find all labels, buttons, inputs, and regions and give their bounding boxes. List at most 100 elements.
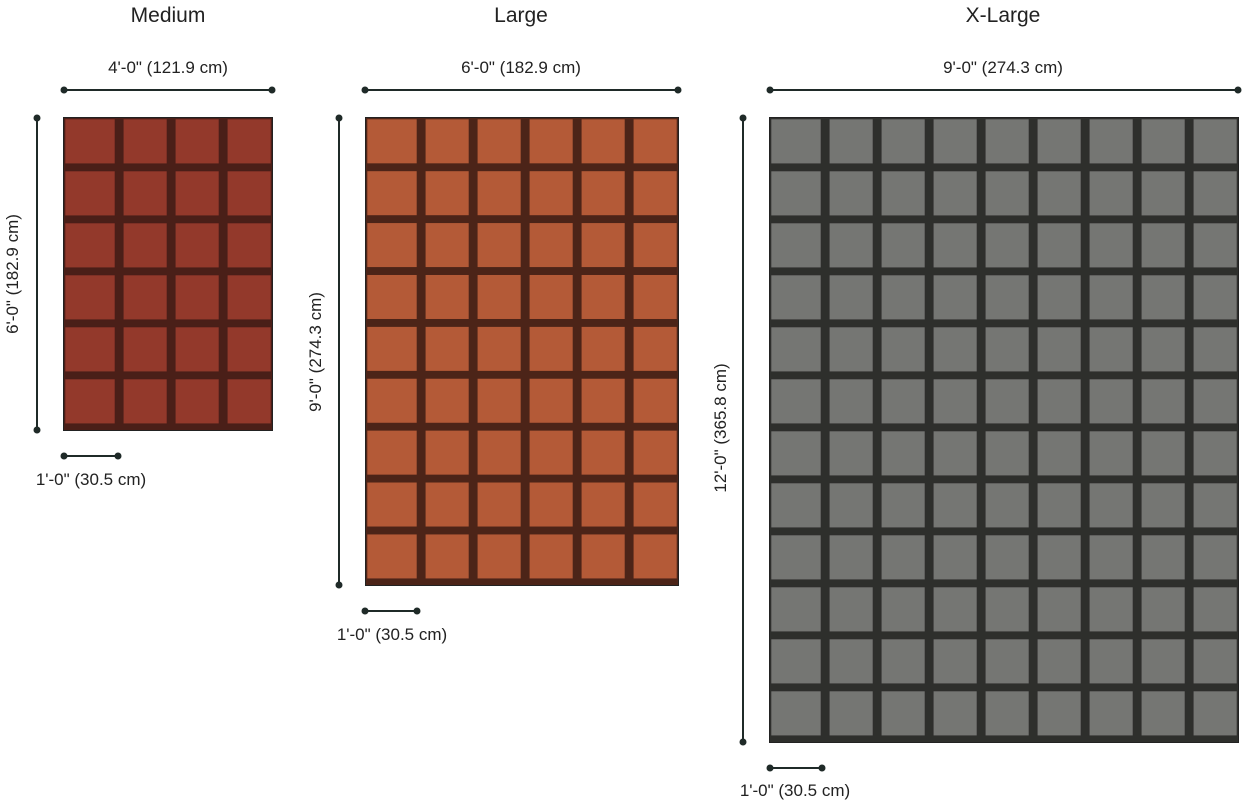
rug-tile: [984, 534, 1030, 581]
rug-tile: [984, 274, 1030, 321]
rug-tile: [770, 534, 822, 581]
rug-tile: [932, 222, 978, 269]
rug-tile: [632, 222, 678, 268]
rug-tile: [1088, 274, 1134, 321]
rug-tile: [580, 481, 626, 528]
rug-tile: [1140, 430, 1186, 477]
rug-tile: [366, 430, 418, 476]
rug-tile: [828, 170, 874, 217]
rug-tile-grid: [366, 118, 678, 585]
xlarge-width-dot-start: [766, 86, 774, 94]
rug-tile: [366, 118, 418, 164]
rug-tile: [770, 170, 822, 217]
rug-tile: [580, 533, 626, 580]
rug-tile: [476, 274, 522, 320]
rug-tile: [122, 118, 168, 165]
rug-tile: [984, 638, 1030, 685]
rug-tile: [424, 118, 470, 164]
rug-tile: [632, 326, 678, 372]
rug-tile: [528, 481, 574, 528]
rug-tile: [1036, 586, 1082, 633]
rug-tile: [174, 222, 220, 269]
rug-tile: [1088, 638, 1134, 685]
rug-tile: [1036, 690, 1082, 737]
rug-tile: [580, 378, 626, 424]
rug-tile: [984, 118, 1030, 165]
rug-tile: [1192, 638, 1238, 685]
rug-tile: [366, 274, 418, 320]
rug-tile: [476, 118, 522, 164]
rug-tile: [174, 170, 220, 217]
rug-tile: [174, 274, 220, 321]
rug-tile: [770, 378, 822, 425]
large-width-line: [365, 89, 678, 91]
rug-tile: [1192, 118, 1238, 165]
rug-tile: [366, 170, 418, 216]
rug-tile: [828, 482, 874, 529]
rug-tile: [1088, 482, 1134, 529]
rug-tile: [1036, 274, 1082, 321]
rug-tile-grid: [770, 118, 1238, 742]
rug-tile: [828, 326, 874, 373]
rug-tile: [1088, 378, 1134, 425]
rug-tile: [932, 170, 978, 217]
rug-tile: [1192, 482, 1238, 529]
large-scale-line: [365, 610, 417, 612]
rug-tile: [770, 690, 822, 737]
rug-tile: [1140, 482, 1186, 529]
rug-tile: [770, 430, 822, 477]
rug-tile: [880, 534, 926, 581]
rug-tile: [580, 326, 626, 372]
rug-tile: [828, 118, 874, 165]
rug-tile: [424, 170, 470, 216]
rug-tile: [1140, 638, 1186, 685]
rug-tile: [1088, 118, 1134, 165]
medium-width-dot-end: [268, 86, 276, 94]
medium-height-label: 6'-0" (182.9 cm): [3, 214, 22, 334]
rug-tile: [1140, 326, 1186, 373]
large-width-dot-end: [674, 86, 682, 94]
rug-tile: [1036, 534, 1082, 581]
large-height-dot-end: [335, 581, 343, 589]
rug-tile: [1140, 222, 1186, 269]
rug-tile: [476, 533, 522, 580]
rug-tile: [424, 274, 470, 320]
rug-tile: [528, 170, 574, 216]
rug-tile: [226, 222, 272, 269]
rug-tile: [174, 118, 220, 165]
rug-tile: [1140, 170, 1186, 217]
xlarge-height-dot-end: [739, 738, 747, 746]
rug-tile: [932, 482, 978, 529]
rug-tile: [984, 326, 1030, 373]
rug-tile: [1088, 430, 1134, 477]
rug-tile: [64, 118, 116, 165]
medium-height-dot-start: [33, 114, 41, 122]
rug-tile: [1192, 326, 1238, 373]
rug-tile: [1192, 170, 1238, 217]
rug-tile: [632, 430, 678, 476]
rug-tile: [1192, 378, 1238, 425]
rug-tile: [1192, 534, 1238, 581]
large-rug: [365, 117, 679, 586]
rug-tile: [984, 690, 1030, 737]
rug-tile: [476, 326, 522, 372]
rug-tile: [932, 430, 978, 477]
rug-tile: [880, 482, 926, 529]
rug-tile: [528, 118, 574, 164]
rug-tile: [424, 430, 470, 476]
rug-tile: [528, 378, 574, 424]
rug-tile: [880, 326, 926, 373]
rug-grout: [770, 118, 1238, 742]
rug-tile: [984, 170, 1030, 217]
rug-tile: [424, 533, 470, 580]
medium-scale-dot-start: [60, 452, 68, 460]
medium-scale-label: 1'-0" (30.5 cm): [35, 470, 147, 489]
medium-width-dot-start: [60, 86, 68, 94]
rug-tile: [880, 378, 926, 425]
rug-tile: [1088, 170, 1134, 217]
rug-tile: [1036, 430, 1082, 477]
rug-tile: [64, 326, 116, 373]
rug-tile: [528, 222, 574, 268]
rug-tile: [424, 222, 470, 268]
rug-tile: [476, 170, 522, 216]
